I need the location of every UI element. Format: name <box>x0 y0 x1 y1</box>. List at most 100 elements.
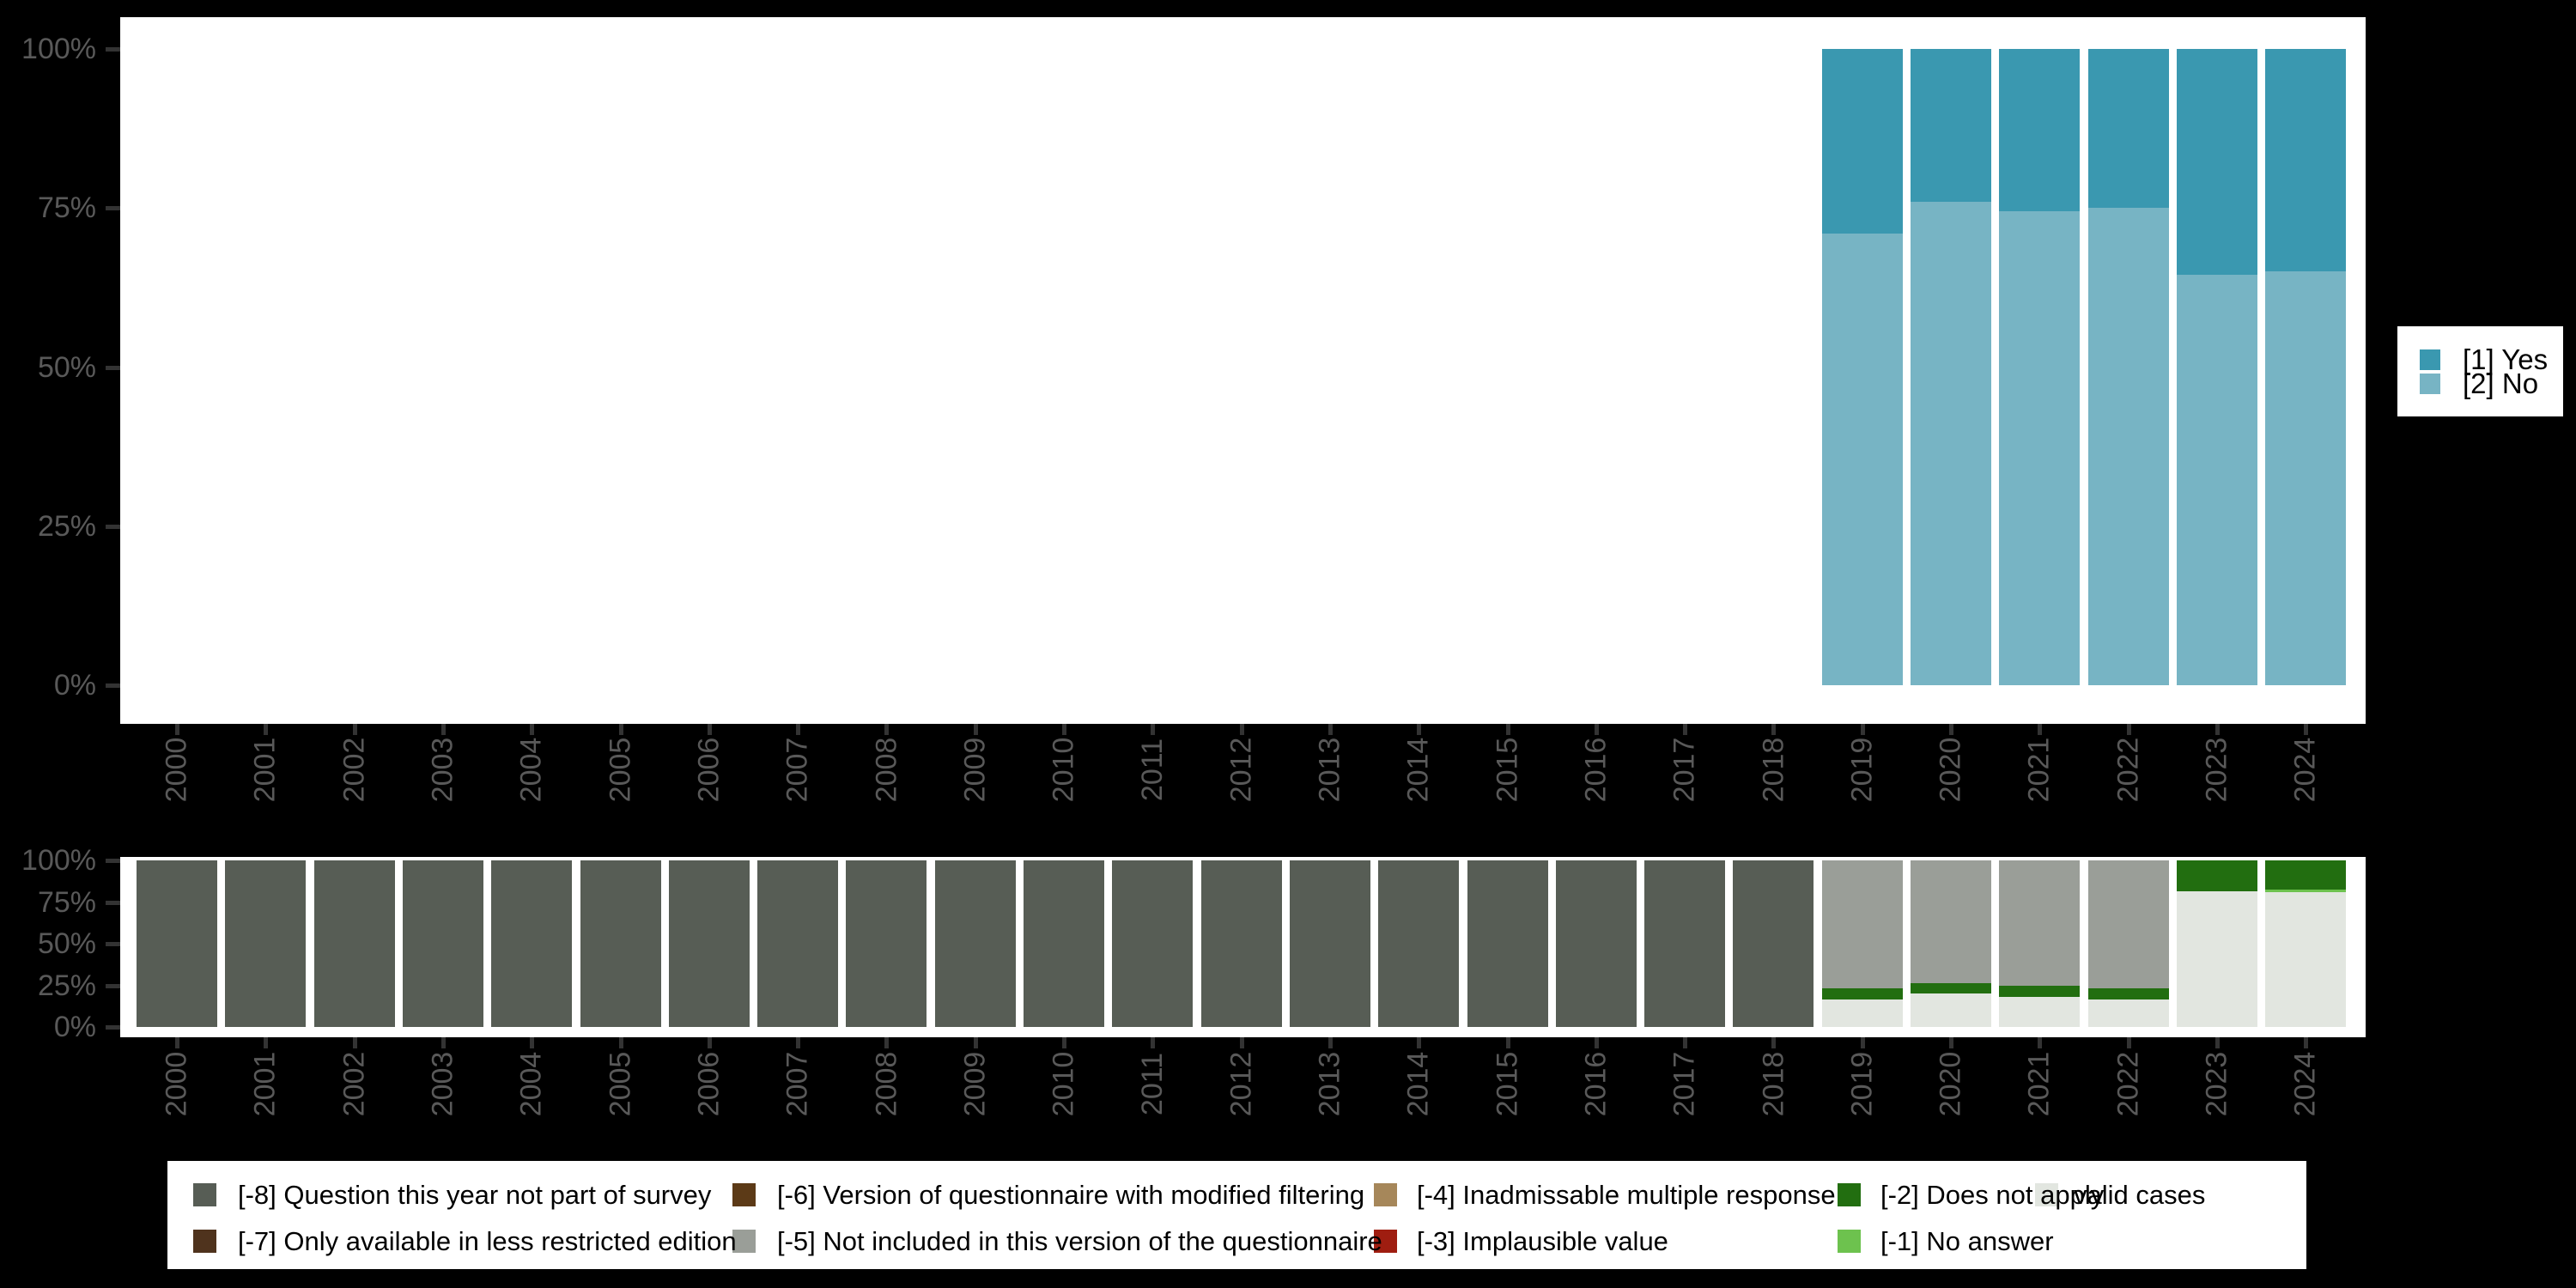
top-x-tick-label-2006: 2006 <box>675 735 744 804</box>
top-x-tick-label-2005: 2005 <box>586 735 655 804</box>
bottom-year-label: 2012 <box>1224 1051 1258 1116</box>
bottom-x-tick-label-2010: 2010 <box>1030 1049 1098 1118</box>
top-x-tick-mark <box>1062 724 1066 735</box>
bottom-bar-2019-valid-segment <box>1821 999 1903 1027</box>
bottom-x-tick-mark <box>175 1037 179 1048</box>
top-x-tick-label-2000: 2000 <box>143 735 211 804</box>
bottom-year-label: 2023 <box>2200 1051 2233 1116</box>
bottom-x-tick-mark <box>618 1037 623 1048</box>
bottom-x-tick-label-2016: 2016 <box>1562 1049 1631 1118</box>
bottom-x-tick-mark <box>796 1037 801 1048</box>
top-year-label: 2011 <box>1135 738 1169 801</box>
bottom-bar-2015-m8-segment <box>1467 860 1548 1027</box>
bottom-x-tick-mark <box>2038 1037 2043 1048</box>
bottom-bar-2021-m2-segment <box>1999 986 2081 998</box>
bottom-year-label: 2016 <box>1579 1051 1613 1116</box>
bottom-bar-2020-m5-segment <box>1911 860 1991 983</box>
legend-label-m3: [-3] Implausible value <box>1417 1226 1668 1256</box>
bottom-x-tick-label-2006: 2006 <box>675 1049 744 1118</box>
top-x-tick-mark <box>1771 724 1777 735</box>
top-year-label: 2002 <box>337 737 371 802</box>
bottom-year-label: 2002 <box>337 1051 371 1116</box>
top-x-tick-mark <box>707 724 712 735</box>
bottom-bar-2001-m8-segment <box>225 860 307 1027</box>
top-x-tick-label-2012: 2012 <box>1207 735 1276 804</box>
bottom-x-tick-label-2000: 2000 <box>143 1049 211 1118</box>
bottom-bar-2004-m8-segment <box>491 860 573 1027</box>
top-x-tick-label-2023: 2023 <box>2183 735 2251 804</box>
legend-label-yes: [1] Yes <box>2463 343 2549 375</box>
top-year-label: 2019 <box>1845 737 1879 802</box>
top-x-tick-mark <box>440 724 446 735</box>
bottom-x-tick-label-2002: 2002 <box>320 1049 389 1118</box>
bottom-x-tick-mark <box>1062 1037 1066 1048</box>
bottom-bar-2019-m2-segment <box>1821 988 1903 999</box>
top-x-tick-mark <box>264 724 269 735</box>
bottom-x-tick-mark <box>1683 1037 1688 1048</box>
top-x-tick-mark <box>1327 724 1333 735</box>
top-year-label: 2024 <box>2288 737 2322 802</box>
top-year-label: 2014 <box>1401 737 1435 802</box>
top-year-label: 2017 <box>1668 737 1701 802</box>
top-year-label: 2005 <box>603 737 636 802</box>
top-year-label: 2016 <box>1579 737 1613 802</box>
top-x-tick-label-2022: 2022 <box>2094 735 2163 804</box>
top-bar-2020-yes-segment <box>1911 49 1991 202</box>
top-x-tick-label-2002: 2002 <box>320 735 389 804</box>
top-x-tick-label-2015: 2015 <box>1473 735 1542 804</box>
legend-swatch-m6 <box>732 1183 756 1206</box>
bottom-bar-2022-m5-segment <box>2087 860 2169 989</box>
top-year-label: 2020 <box>1934 737 1967 802</box>
top-y-tick-mark <box>106 683 120 688</box>
bottom-x-tick-label-2007: 2007 <box>763 1049 832 1118</box>
top-x-tick-label-2017: 2017 <box>1650 735 1719 804</box>
legend-swatch-m4 <box>1374 1183 1397 1206</box>
bottom-bar-2011-m8-segment <box>1112 860 1194 1027</box>
top-x-tick-mark <box>884 724 890 735</box>
top-x-tick-mark <box>1860 724 1865 735</box>
top-y-tick-label: 0% <box>53 669 96 702</box>
bottom-bar-2018-m8-segment <box>1733 860 1814 1027</box>
bottom-x-tick-mark <box>1949 1037 1953 1048</box>
bottom-bar-2013-m8-segment <box>1289 860 1370 1027</box>
top-year-label: 2007 <box>781 737 814 802</box>
top-x-tick-mark <box>1151 724 1156 735</box>
top-x-tick-label-2007: 2007 <box>763 735 832 804</box>
bottom-bar-2024-m1-segment <box>2265 889 2347 892</box>
top-year-label: 2010 <box>1047 737 1080 802</box>
bottom-x-tick-label-2014: 2014 <box>1384 1049 1453 1118</box>
top-year-label: 2001 <box>248 737 282 802</box>
bottom-y-tick-mark <box>106 859 120 863</box>
bottom-x-tick-label-2012: 2012 <box>1207 1049 1276 1118</box>
bottom-bar-2024-m2-segment <box>2265 860 2347 890</box>
top-x-tick-label-2009: 2009 <box>941 735 1010 804</box>
top-x-tick-mark <box>2215 724 2220 735</box>
top-year-label: 2023 <box>2200 737 2233 802</box>
legend-swatch-yes <box>2420 349 2440 370</box>
top-x-tick-label-2013: 2013 <box>1296 735 1364 804</box>
top-x-tick-label-2011: 2011 <box>1118 735 1187 804</box>
legend-label-m6: [-6] Version of questionnaire with modif… <box>777 1180 1365 1210</box>
bottom-year-label: 2021 <box>2022 1051 2056 1116</box>
bottom-x-tick-label-2015: 2015 <box>1473 1049 1542 1118</box>
legend-swatch-m3 <box>1374 1230 1397 1253</box>
top-bar-2019-no-segment <box>1821 233 1903 685</box>
missing-values-legend: [-8] Question this year not part of surv… <box>167 1161 2306 1269</box>
bottom-x-tick-label-2021: 2021 <box>2005 1049 2074 1118</box>
bottom-year-label: 2015 <box>1490 1051 1523 1116</box>
top-year-label: 2013 <box>1313 737 1346 802</box>
top-x-tick-label-2008: 2008 <box>852 735 920 804</box>
bottom-year-label: 2003 <box>426 1051 459 1116</box>
top-bar-2021-yes-segment <box>1999 49 2081 211</box>
bottom-x-tick-mark <box>1151 1037 1156 1048</box>
bottom-x-tick-mark <box>1327 1037 1333 1048</box>
bottom-x-tick-label-2017: 2017 <box>1650 1049 1719 1118</box>
bottom-chart-plot-area <box>120 857 2366 1037</box>
top-bar-2021-no-segment <box>1999 210 2081 685</box>
bottom-y-tick-label: 100% <box>21 844 96 877</box>
top-bar-2022-yes-segment <box>2087 49 2169 209</box>
legend-swatch-no <box>2420 374 2440 394</box>
bottom-x-tick-mark <box>1771 1037 1777 1048</box>
bottom-bar-2024-valid-segment <box>2265 891 2347 1027</box>
legend-swatch-m5 <box>732 1230 756 1253</box>
